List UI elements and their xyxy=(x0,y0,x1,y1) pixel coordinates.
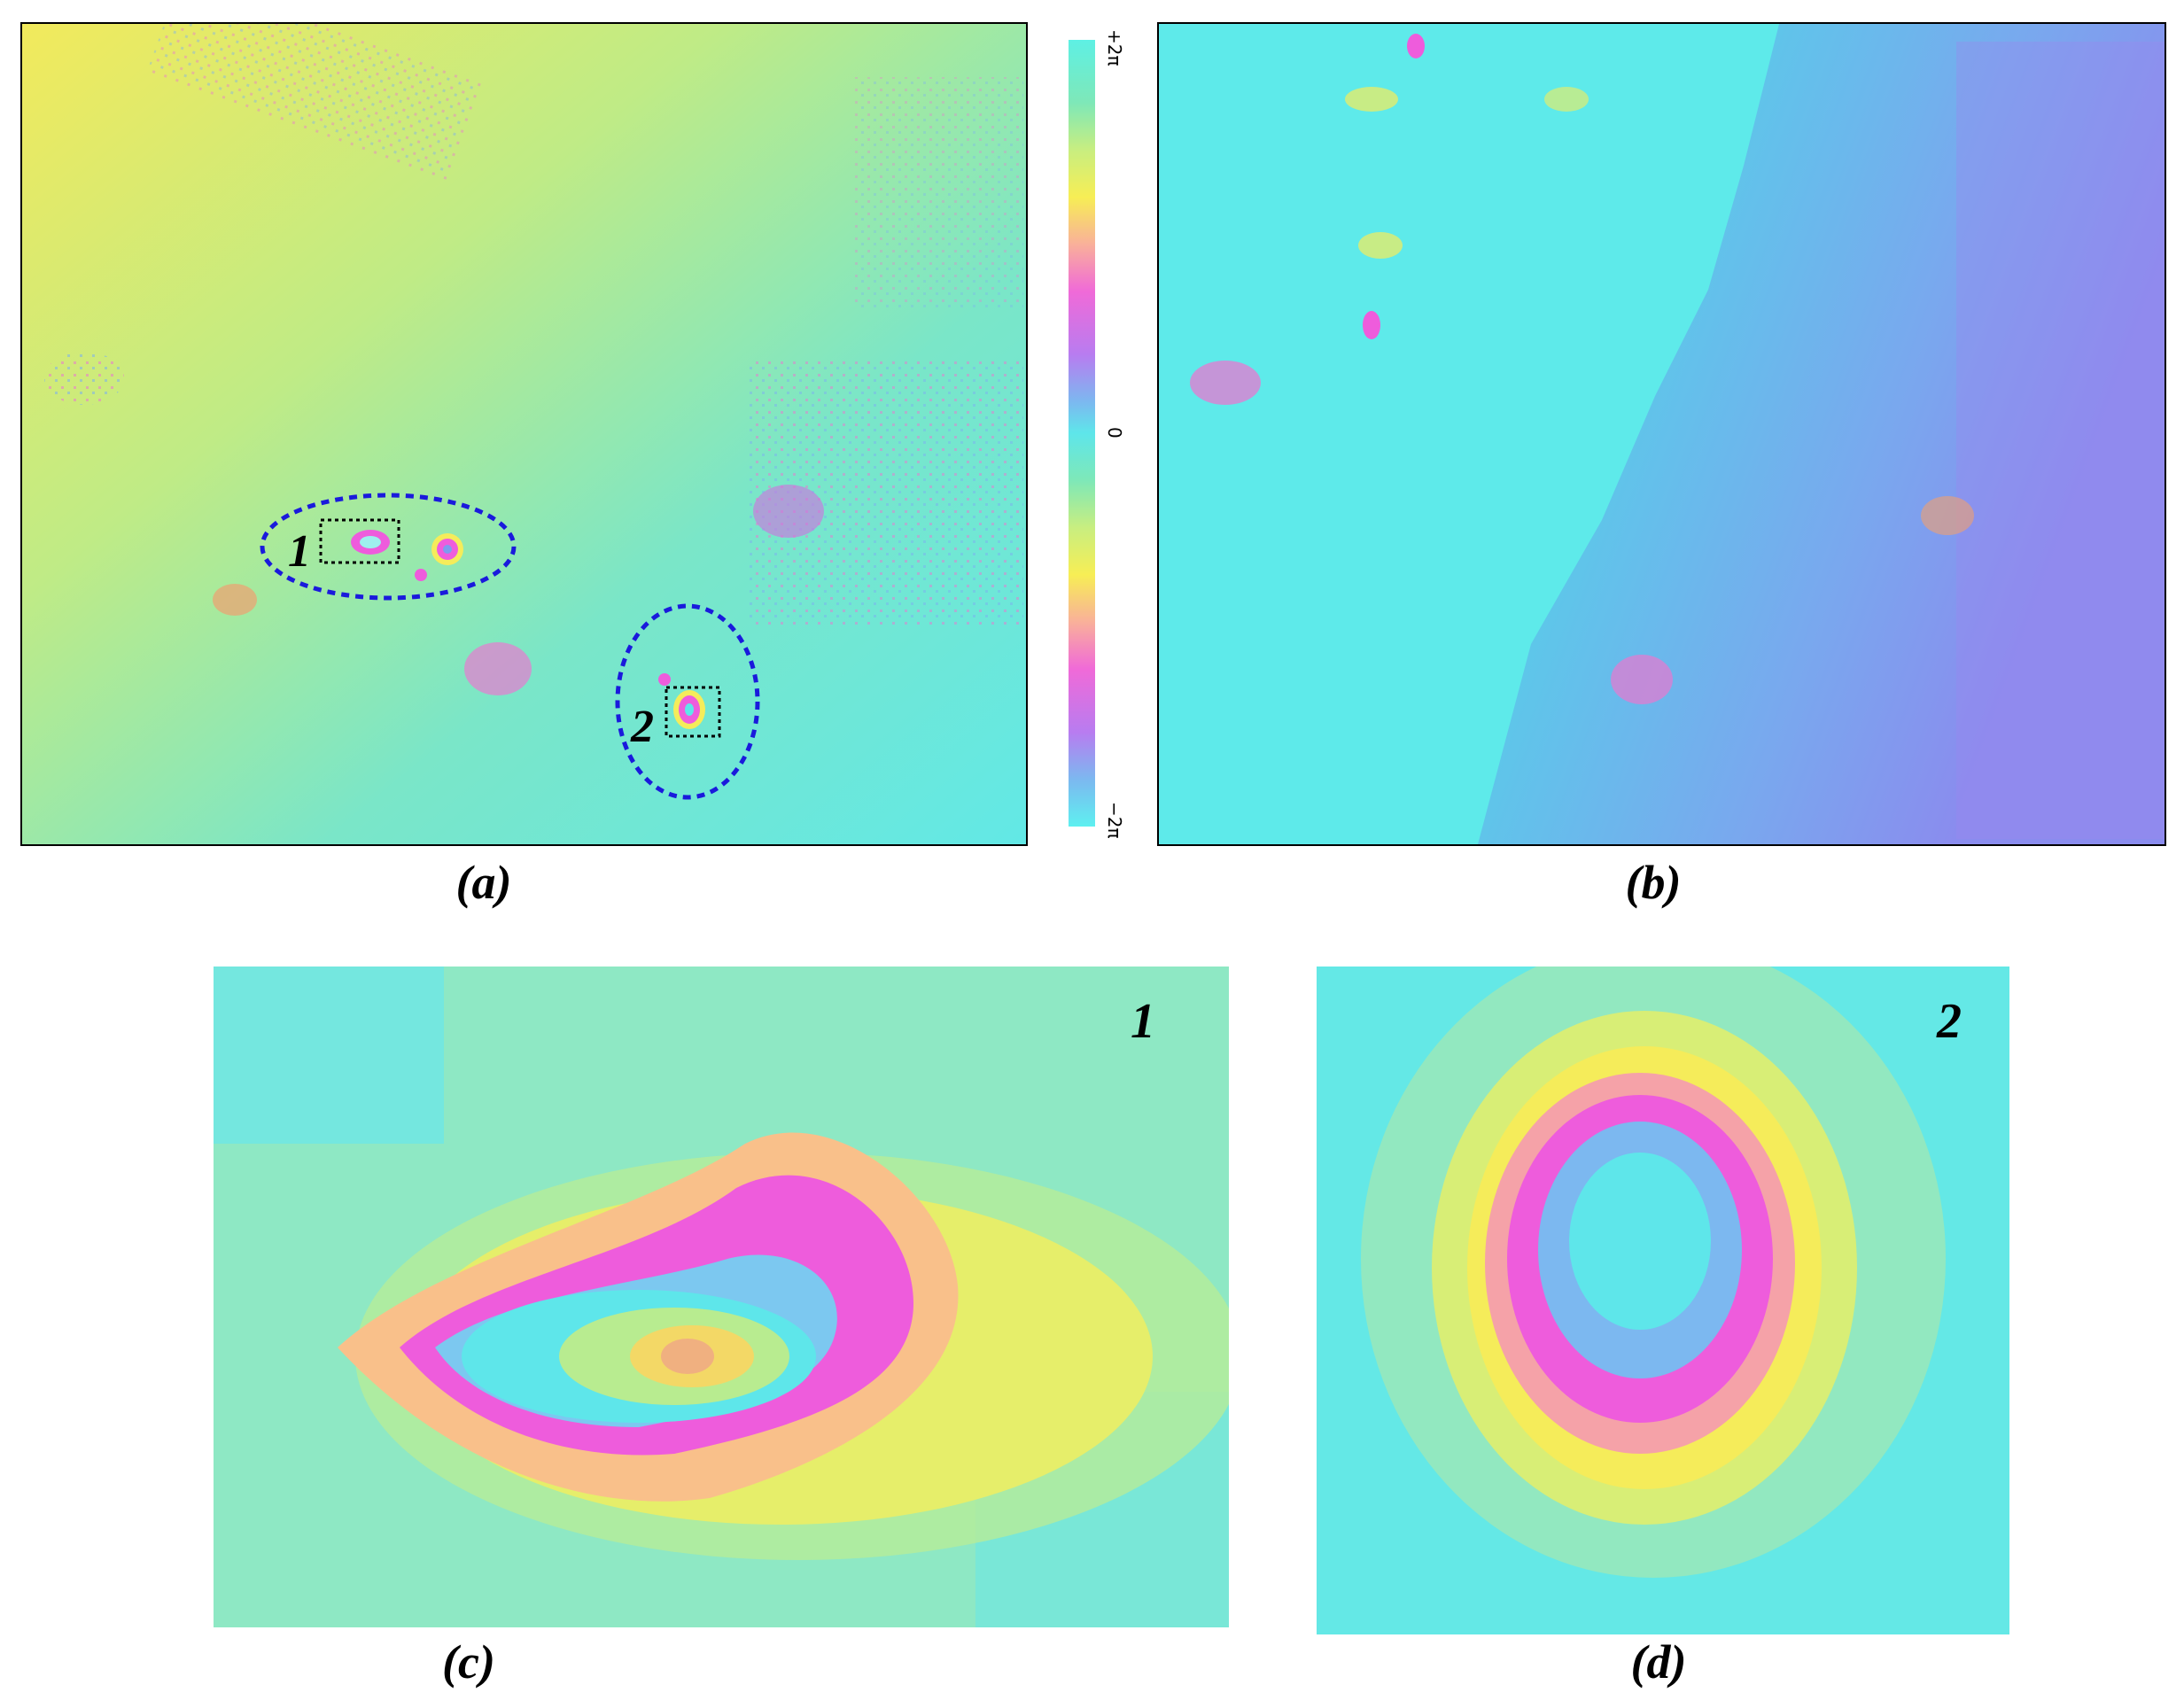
zoom-panel-c xyxy=(214,967,1229,1627)
region-1-label: 1 xyxy=(288,526,311,577)
colorbar-min-label: −2π xyxy=(1104,802,1125,839)
caption-b: (b) xyxy=(1625,856,1682,909)
interferogram-b-image xyxy=(1159,24,2165,844)
zoom-c-image xyxy=(214,967,1229,1627)
caption-d: (d) xyxy=(1630,1635,1687,1689)
zoom-d-region-label: 2 xyxy=(1937,994,1962,1049)
colorbar-max-label: +2π xyxy=(1104,29,1125,66)
colorbar-mid-label: 0 xyxy=(1104,427,1125,439)
zoom-c-region-label: 1 xyxy=(1131,994,1155,1049)
caption-c: (c) xyxy=(442,1635,495,1689)
phase-colorbar xyxy=(1069,40,1095,827)
region-2-label: 2 xyxy=(630,702,654,752)
region-1-zoom-box xyxy=(319,518,400,564)
interferogram-a-image: 1 2 xyxy=(22,24,1026,844)
region-1-outline xyxy=(260,493,517,601)
interferogram-panel-b xyxy=(1157,22,2166,846)
zoom-d-image xyxy=(1317,967,2009,1634)
region-2-zoom-box xyxy=(665,686,721,738)
region-2-outline xyxy=(615,603,760,800)
interferogram-panel-a: 1 2 xyxy=(20,22,1028,846)
caption-a: (a) xyxy=(455,856,512,909)
zoom-panel-d xyxy=(1317,967,2009,1634)
